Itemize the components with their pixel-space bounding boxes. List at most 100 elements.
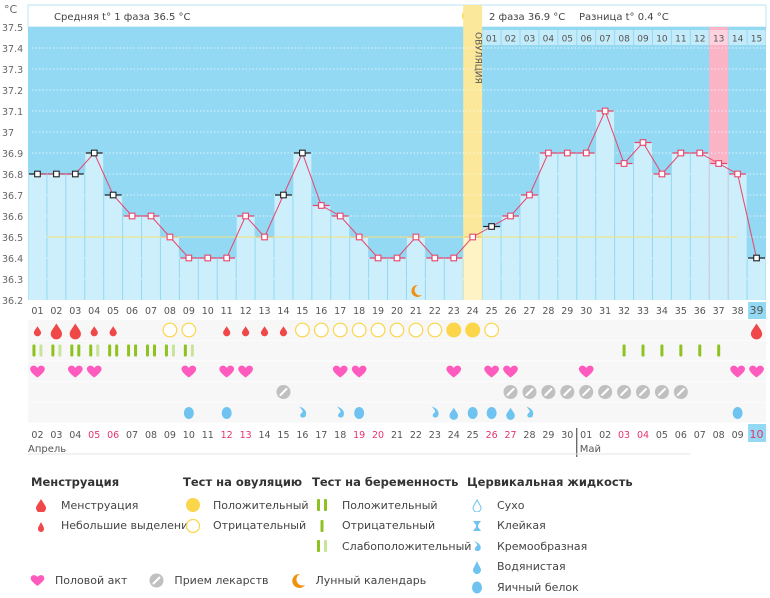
pill-stripe [620, 388, 629, 396]
temperature-point [658, 170, 666, 178]
cycle-day-label: 07 [145, 306, 157, 317]
calendar-date: 12 [221, 430, 233, 441]
luteal-day-cell [558, 30, 577, 45]
temperature-point [34, 170, 41, 178]
temp-bar [520, 195, 539, 300]
calendar-date: 26 [486, 430, 498, 441]
pill-stripe [525, 388, 534, 396]
test-line [58, 344, 62, 357]
creamy-icon [431, 406, 439, 418]
y-tick-label: 37.4 [2, 44, 23, 55]
temperature-point [601, 107, 609, 115]
luteal-day-cell [577, 30, 596, 45]
test-line [164, 344, 168, 357]
pill-stripe [676, 388, 685, 396]
luteal-day-label: 05 [562, 35, 573, 45]
current-day-highlight [748, 302, 766, 319]
luteal-day-cell [709, 30, 728, 45]
heart-icon [446, 365, 462, 378]
heart-icon [30, 365, 45, 378]
y-tick-label: 36.3 [2, 275, 23, 286]
ovulation-negative-icon [484, 322, 500, 338]
pregnancy-positive-icon [146, 344, 156, 357]
pregnancy-negative-icon [679, 344, 683, 357]
temp-bar [236, 216, 255, 300]
luteal-day-label: 07 [599, 35, 610, 45]
pill-stripe [657, 388, 666, 396]
pregnancy-weak-icon [89, 344, 100, 357]
luteal-day-label: 01 [486, 35, 497, 45]
temperature-point [90, 149, 98, 157]
test-line [190, 344, 194, 357]
ovulation-negative-icon [162, 322, 178, 338]
cycle-day-label: 39 [750, 304, 764, 317]
cycle-day-label: 10 [202, 306, 214, 317]
calendar-date: 13 [240, 430, 252, 441]
temperature-point [128, 212, 136, 220]
y-tick-label: 37 [2, 128, 14, 139]
temp-bar [671, 153, 690, 300]
legend-title: Тест на беременность [312, 475, 459, 489]
calendar-date: 25 [467, 430, 479, 441]
cycle-day-label: 21 [410, 306, 422, 317]
ovulation-positive-icon [465, 322, 481, 338]
ovulation-negative-icon [181, 322, 197, 338]
temperature-point [753, 254, 760, 262]
cycle-day-label: 05 [107, 306, 119, 317]
phase-difference: Разница t° 0.4 °C [579, 12, 669, 23]
calendar-date: 14 [258, 430, 270, 441]
test-line [39, 344, 43, 357]
pill-stripe [639, 388, 647, 396]
luteal-day-cell [747, 30, 766, 45]
calendar-date: 19 [353, 430, 365, 441]
cycle-day-label: 16 [315, 306, 327, 317]
cycle-day-label: 23 [448, 306, 460, 317]
heart-icon [730, 365, 745, 378]
cycle-day-label: 25 [486, 306, 498, 317]
temperature-point [677, 149, 685, 157]
sticky-icon [467, 518, 487, 534]
luteal-day-cell [671, 30, 690, 45]
empty-circle-icon [183, 518, 203, 534]
legend-item-dry: Сухо [467, 495, 633, 516]
y-tick-label: 37.2 [2, 86, 23, 97]
calendar-date: 05 [656, 430, 668, 441]
pill-stripe [544, 388, 553, 396]
legend-cervical-fluid: Цервикальная жидкость Сухо Клейкая Кремо… [467, 475, 633, 598]
ovulation-negative-icon [370, 322, 386, 338]
legend-label: Лунный календарь [315, 574, 427, 587]
calendar-date: 04 [637, 430, 649, 441]
test-line [32, 344, 36, 357]
temp-bar [179, 258, 198, 300]
menstruation-drop-icon [69, 323, 81, 340]
temp-bar [615, 163, 634, 300]
dry-drop-icon [467, 497, 487, 513]
pregnancy-negative-icon [698, 344, 702, 357]
calendar-date: 02 [599, 430, 611, 441]
cycle-day-label: 36 [694, 306, 706, 317]
legend-item-watery: Водянистая [467, 557, 633, 578]
luteal-day-cell [634, 30, 652, 45]
calendar-date: 09 [732, 430, 744, 441]
temp-bar [142, 216, 160, 300]
luteal-day-label: 09 [637, 35, 649, 45]
pregnancy-positive-icon [70, 344, 81, 357]
weak-line-icon [312, 538, 332, 554]
watery-drop-icon [449, 407, 459, 420]
calendar-date: 18 [334, 430, 346, 441]
luteal-day-cell [520, 30, 539, 45]
temp-bar [198, 258, 217, 300]
pregnancy-weak-icon [32, 344, 43, 357]
heart-icon [181, 365, 197, 378]
luteal-day-cell [539, 30, 558, 45]
temp-bar [350, 237, 369, 300]
legend-ovulation-test: Тест на овуляцию Положительный Отрицател… [183, 475, 309, 536]
luteal-day-cell [615, 30, 634, 45]
cycle-day-label: 02 [50, 306, 62, 317]
temp-bar [501, 216, 520, 300]
temperature-point [450, 254, 458, 262]
legend-label: Отрицательный [213, 519, 307, 533]
legend-item-eggwhite: Яичный белок [467, 577, 633, 598]
temperature-point [563, 149, 571, 157]
creamy-icon [526, 406, 534, 418]
